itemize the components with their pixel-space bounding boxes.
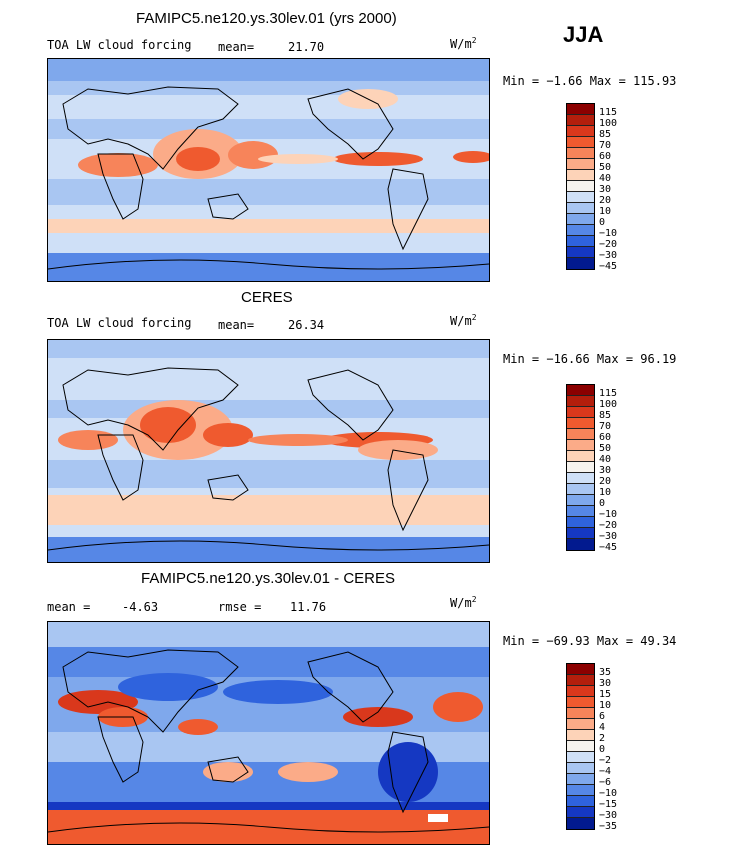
panel3-colorbar — [566, 663, 595, 830]
colorbar-tick-label: −4 — [599, 766, 612, 777]
colorbar-tick-label: −35 — [599, 821, 618, 832]
panel1-units: W/m2 — [450, 36, 477, 51]
colorbar-tick-label: 2 — [599, 733, 606, 744]
panel3-mean-label: mean = — [47, 600, 91, 614]
panel1-map — [47, 58, 490, 282]
colorbar-tick-label: 50 — [599, 443, 612, 454]
colorbar-tick-label: 35 — [599, 667, 612, 678]
colorbar-tick-label: −6 — [599, 777, 612, 788]
panel2-variable-label: TOA LW cloud forcing — [47, 316, 192, 330]
colorbar-tick-label: 85 — [599, 129, 612, 140]
colorbar-tick-label: 30 — [599, 678, 612, 689]
colorbar-tick-label: 85 — [599, 410, 612, 421]
panel3-title: FAMIPC5.ne120.ys.30lev.01 - CERES — [141, 570, 396, 587]
panel1-mean-label: mean= — [218, 40, 255, 54]
colorbar-tick-label: −10 — [599, 788, 618, 799]
colorbar-tick-label: −20 — [599, 239, 618, 250]
colorbar-tick-label: 30 — [599, 465, 612, 476]
season-label: JJA — [563, 22, 604, 47]
colorbar-tick-label: 50 — [599, 162, 612, 173]
colorbar-tick-label: −30 — [599, 531, 618, 542]
colorbar-tick-label: −10 — [599, 228, 618, 239]
panel3-map — [47, 621, 490, 845]
panel1-mean-value: 21.70 — [288, 40, 325, 54]
colorbar-tick-label: 70 — [599, 421, 612, 432]
panel2-mean-label: mean= — [218, 318, 255, 332]
colorbar-tick-label: 70 — [599, 140, 612, 151]
colorbar-tick-label: 4 — [599, 722, 606, 733]
colorbar-tick-label: 40 — [599, 454, 612, 465]
colorbar-tick-label: 15 — [599, 689, 612, 700]
colorbar-tick-label: −45 — [599, 261, 618, 272]
colorbar-tick-label: 100 — [599, 399, 618, 410]
panel1-title: FAMIPC5.ne120.ys.30lev.01 (yrs 2000) — [136, 10, 397, 27]
colorbar-tick-label: 40 — [599, 173, 612, 184]
panel2-colorbar — [566, 384, 595, 551]
colorbar-tick-label: −45 — [599, 542, 618, 553]
panel1-colorbar — [566, 103, 595, 270]
colorbar-tick-label: 10 — [599, 700, 612, 711]
colorbar-tick-label: 0 — [599, 498, 606, 509]
colorbar-tick-label: 115 — [599, 388, 618, 399]
colorbar-tick-label: 10 — [599, 487, 612, 498]
panel3-min-max: Min = −69.93 Max = 49.34 — [503, 634, 677, 648]
colorbar-tick-label: 0 — [599, 217, 606, 228]
colorbar-tick-label: −30 — [599, 250, 618, 261]
colorbar-tick-label: 30 — [599, 184, 612, 195]
panel3-rmse-label: rmse = — [218, 600, 262, 614]
panel3-mean-value: -4.63 — [122, 600, 159, 614]
colorbar-tick-label: 0 — [599, 744, 606, 755]
panel3-units: W/m2 — [450, 595, 477, 610]
colorbar-tick-label: 60 — [599, 432, 612, 443]
panel2-units: W/m2 — [450, 313, 477, 328]
colorbar-tick-label: −2 — [599, 755, 612, 766]
panel3-rmse-value: 11.76 — [290, 600, 327, 614]
colorbar-tick-label: 20 — [599, 476, 612, 487]
colorbar-tick-label: −30 — [599, 810, 618, 821]
panel2-title: CERES — [241, 289, 293, 306]
colorbar-tick-label: 115 — [599, 107, 618, 118]
colorbar-tick-label: −10 — [599, 509, 618, 520]
colorbar-tick-label: 6 — [599, 711, 606, 722]
colorbar-tick-label: −20 — [599, 520, 618, 531]
panel2-map — [47, 339, 490, 563]
colorbar-tick-label: 10 — [599, 206, 612, 217]
colorbar-tick-label: 20 — [599, 195, 612, 206]
panel2-mean-value: 26.34 — [288, 318, 325, 332]
colorbar-tick-label: −15 — [599, 799, 618, 810]
panel2-min-max: Min = −16.66 Max = 96.19 — [503, 352, 677, 366]
panel1-variable-label: TOA LW cloud forcing — [47, 38, 192, 52]
colorbar-tick-label: 60 — [599, 151, 612, 162]
panel1-min-max: Min = −1.66 Max = 115.93 — [503, 74, 677, 88]
colorbar-tick-label: 100 — [599, 118, 618, 129]
